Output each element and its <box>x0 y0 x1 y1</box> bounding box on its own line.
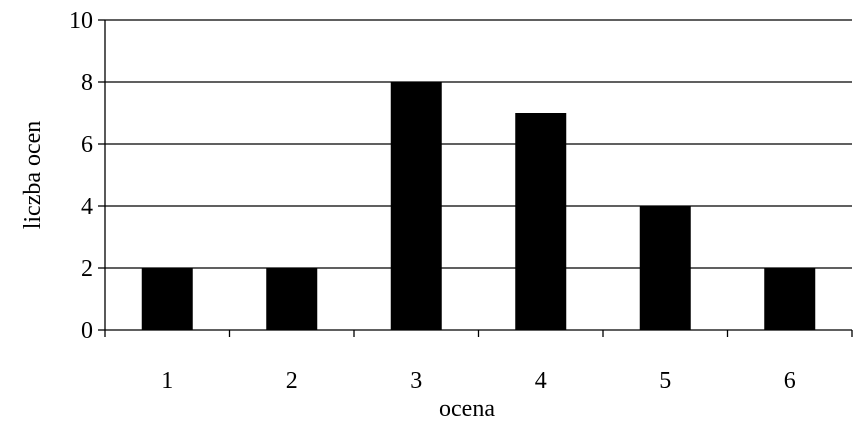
bar-5 <box>639 206 691 330</box>
y-tick-label: 8 <box>81 70 93 96</box>
bars <box>141 82 816 330</box>
bar-2 <box>266 268 318 330</box>
y-tick-label: 0 <box>81 318 93 344</box>
y-tick-label: 4 <box>81 194 93 220</box>
bar-6 <box>764 268 816 330</box>
x-tick-label: 3 <box>410 368 422 394</box>
bar-1 <box>141 268 193 330</box>
gridlines <box>105 19 852 269</box>
x-tick-label: 6 <box>784 368 796 394</box>
x-tick-label: 5 <box>659 368 671 394</box>
x-tick-label: 2 <box>286 368 298 394</box>
x-tick-label: 4 <box>535 368 547 394</box>
y-tick-label: 10 <box>69 8 93 34</box>
bar-3 <box>390 82 442 330</box>
x-tick-labels: 1 2 3 4 5 6 <box>161 368 796 394</box>
y-axis-label: liczba ocen <box>20 121 46 230</box>
x-tick-label: 1 <box>161 368 173 394</box>
axes <box>98 19 853 337</box>
x-axis-label: ocena <box>439 396 495 422</box>
y-tick-labels: 0 2 4 6 8 10 <box>69 8 93 344</box>
bar-4 <box>515 113 567 330</box>
y-tick-label: 6 <box>81 132 93 158</box>
y-tick-label: 2 <box>81 256 93 282</box>
